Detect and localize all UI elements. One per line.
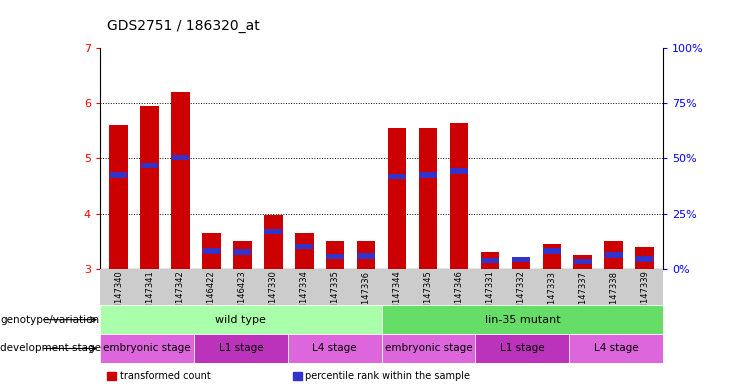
Text: GSM147331: GSM147331 [485,271,494,321]
Bar [419,128,437,269]
Bar [511,258,530,269]
Bar [481,258,499,263]
Text: lin-35 mutant: lin-35 mutant [485,314,560,325]
Text: GSM147334: GSM147334 [300,271,309,321]
Text: GSM147344: GSM147344 [393,271,402,321]
Text: GSM147333: GSM147333 [548,271,556,322]
Text: GSM147338: GSM147338 [609,271,618,322]
Bar [382,334,476,363]
Bar [296,244,313,250]
Bar [450,168,468,174]
Text: L4 stage: L4 stage [313,343,357,354]
Bar [326,241,345,269]
Text: percentile rank within the sample: percentile rank within the sample [305,371,471,381]
Bar [476,334,569,363]
Bar [481,252,499,269]
Bar [357,253,375,259]
Bar [388,174,406,179]
Bar [419,172,437,178]
Bar [172,154,189,160]
Bar [569,334,663,363]
Text: transformed count: transformed count [120,371,210,381]
Bar [233,241,252,269]
Bar [543,248,561,254]
Bar [357,241,376,269]
Text: GSM147341: GSM147341 [145,271,154,321]
Bar [542,244,561,269]
Bar [110,172,127,178]
Bar [233,250,251,255]
Bar [574,255,592,269]
Bar [450,122,468,269]
Text: GSM147342: GSM147342 [176,271,185,321]
Text: genotype/variation: genotype/variation [0,314,99,325]
Text: wild type: wild type [216,314,266,325]
Text: GSM147346: GSM147346 [454,271,463,321]
Text: GSM147332: GSM147332 [516,271,525,321]
Bar [605,241,623,269]
Text: L1 stage: L1 stage [500,343,545,354]
Text: GSM147339: GSM147339 [640,271,649,321]
Text: GSM146422: GSM146422 [207,271,216,321]
Bar [295,233,313,269]
Bar [100,305,382,334]
Bar [194,334,288,363]
Bar [171,92,190,269]
Text: L1 stage: L1 stage [219,343,263,354]
Text: GSM147336: GSM147336 [362,271,370,322]
Text: GSM147330: GSM147330 [269,271,278,321]
Bar [326,254,344,260]
Text: GSM146423: GSM146423 [238,271,247,321]
Bar [636,256,654,262]
Bar [100,334,194,363]
Text: GDS2751 / 186320_at: GDS2751 / 186320_at [107,19,260,33]
Bar [574,259,591,265]
Bar [110,125,128,269]
Text: development stage: development stage [0,343,101,354]
Bar [202,248,220,254]
Bar [202,233,221,269]
Text: GSM147335: GSM147335 [330,271,339,321]
Bar [388,128,406,269]
Text: GSM147345: GSM147345 [424,271,433,321]
Bar [264,215,282,269]
Bar [605,252,622,258]
Bar [141,163,159,168]
Bar [512,257,530,262]
Text: embryonic stage: embryonic stage [385,343,472,354]
Bar [635,247,654,269]
Text: GSM147340: GSM147340 [114,271,123,321]
Text: GSM147337: GSM147337 [578,271,588,322]
Bar [288,334,382,363]
Bar [265,228,282,234]
Bar [382,305,663,334]
Text: embryonic stage: embryonic stage [103,343,190,354]
Bar [140,106,159,269]
Text: L4 stage: L4 stage [594,343,639,354]
